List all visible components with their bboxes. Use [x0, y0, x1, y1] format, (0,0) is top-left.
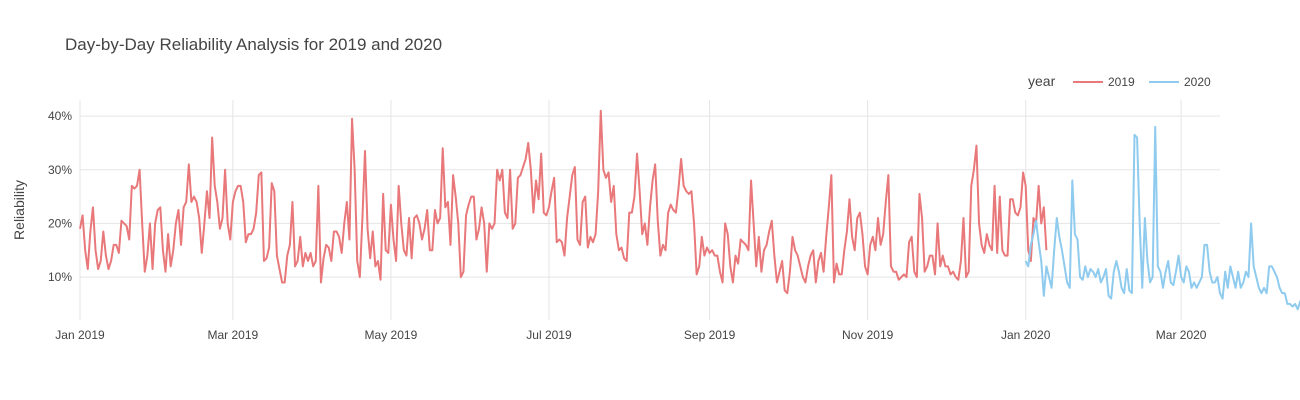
- series-line-2019[interactable]: [79, 109, 1048, 295]
- x-tick-label: May 2019: [365, 328, 418, 342]
- y-axis-title: Reliability: [11, 180, 27, 240]
- y-tick-label: 40%: [48, 109, 72, 123]
- x-tick-label: Jan 2019: [55, 328, 105, 342]
- x-tick-label: Jan 2020: [1001, 328, 1051, 342]
- y-axis-ticks: 10% 20% 30% 40%: [48, 109, 72, 284]
- series-layer: [79, 109, 1300, 311]
- legend-item-2020[interactable]: 2020: [1149, 75, 1211, 89]
- y-tick-label: 10%: [48, 270, 72, 284]
- x-tick-label: Nov 2019: [842, 328, 894, 342]
- x-tick-label: Mar 2020: [1156, 328, 1207, 342]
- legend-label-2019: 2019: [1108, 75, 1135, 89]
- chart-title: Day-by-Day Reliability Analysis for 2019…: [65, 35, 442, 54]
- legend-label-2020: 2020: [1184, 75, 1211, 89]
- x-tick-label: Mar 2019: [208, 328, 259, 342]
- y-tick-label: 20%: [48, 216, 72, 230]
- x-tick-label: Jul 2019: [526, 328, 572, 342]
- legend: year 2019 2020: [1028, 73, 1211, 89]
- x-axis-ticks: Jan 2019 Mar 2019 May 2019 Jul 2019 Sep 2019…: [55, 328, 1207, 342]
- x-tick-label: Sep 2019: [684, 328, 736, 342]
- series-line-2020[interactable]: [1024, 125, 1300, 311]
- legend-item-2019[interactable]: 2019: [1073, 75, 1135, 89]
- legend-title: year: [1028, 73, 1056, 89]
- y-tick-label: 30%: [48, 163, 72, 177]
